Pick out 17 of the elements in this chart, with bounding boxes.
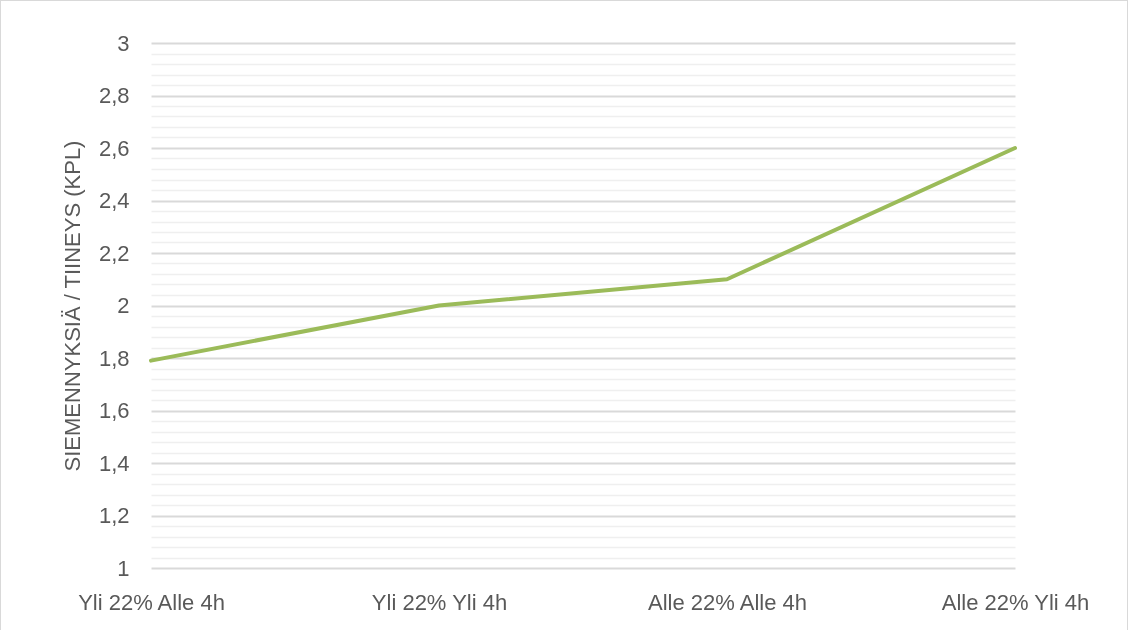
y-tick-label: 2,2 — [98, 240, 130, 266]
y-tick-label: 2 — [117, 293, 130, 318]
x-tick-label: Yli 22% Yli 4h — [371, 589, 508, 615]
y-tick-label: 2,8 — [98, 83, 130, 108]
y-tick-label: 1,2 — [98, 503, 130, 528]
y-tick-label: 1,8 — [98, 345, 130, 371]
y-tick-label: 1 — [117, 555, 130, 581]
x-tick-label: Alle 22% Yli 4h — [941, 589, 1090, 615]
y-tick-label: 3 — [117, 30, 130, 56]
line-series — [149, 146, 1017, 363]
y-tick-label: 1,4 — [98, 450, 130, 476]
x-tick-label: Yli 22% Alle 4h — [78, 589, 225, 615]
y-axis-title: SIEMENNYKSIÄ / TIINEYS (KPL) — [59, 140, 85, 472]
x-tick-label: Alle 22% Alle 4h — [648, 589, 807, 615]
y-tick-label: 2,6 — [98, 135, 130, 161]
y-tick-label: 1,6 — [98, 398, 130, 423]
y-tick-label: 2,4 — [98, 188, 130, 213]
